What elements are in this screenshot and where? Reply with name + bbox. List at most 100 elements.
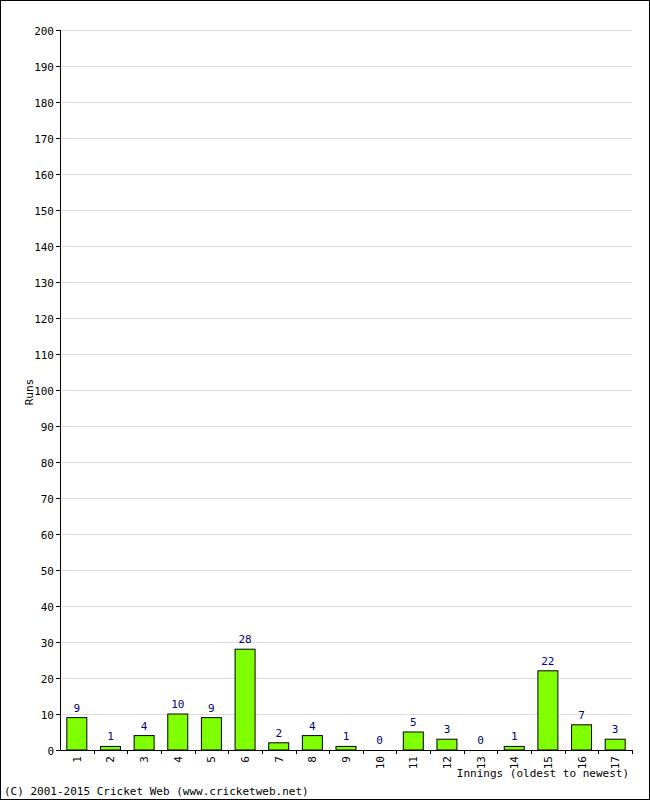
x-tick-label: 7 [273,756,286,763]
x-tick [161,750,162,754]
grid-line [60,750,632,751]
x-tick [94,750,95,754]
grid-line [60,174,632,175]
x-tick-label: 3 [138,756,151,763]
bar [235,649,255,750]
data-label: 0 [376,734,383,747]
bar [572,725,592,750]
bar [370,750,390,751]
y-tick-label: 60 [41,529,54,542]
x-axis [60,750,632,751]
x-tick-label: 1 [71,756,84,763]
y-tick [56,570,60,571]
grid-line [60,390,632,391]
y-tick-label: 70 [41,493,54,506]
grid-line [60,66,632,67]
y-tick [56,678,60,679]
x-tick-label: 2 [104,756,117,763]
bar [403,732,423,750]
bar [67,718,87,750]
data-label: 28 [238,633,251,646]
x-tick-label: 6 [239,756,252,763]
x-tick [228,750,229,754]
x-tick [396,750,397,754]
x-axis-label: Innings (oldest to newest) [457,767,629,780]
chart: 0102030405060708090100110120130140150160… [0,0,650,800]
y-tick-label: 120 [34,313,54,326]
y-tick-label: 200 [34,25,54,38]
grid-line [60,426,632,427]
y-tick-label: 150 [34,205,54,218]
bars [67,649,625,750]
y-tick-label: 20 [41,673,54,686]
data-label: 7 [578,709,585,722]
grid-line [60,246,632,247]
y-tick-label: 160 [34,169,54,182]
x-tick [565,750,566,754]
grid-line [60,462,632,463]
grid-line [60,102,632,103]
y-tick [56,498,60,499]
x-tick [262,750,263,754]
y-tick-label: 30 [41,637,54,650]
y-tick [56,102,60,103]
x-tick-label: 11 [407,756,420,769]
grid-line [60,534,632,535]
x-tick [632,750,633,754]
data-label: 1 [343,730,350,743]
data-label: 1 [511,730,518,743]
x-tick [531,750,532,754]
bar [605,739,625,750]
bar [134,736,154,750]
grid-line [60,354,632,355]
x-tick [464,750,465,754]
y-tick-label: 50 [41,565,54,578]
data-label: 9 [74,702,81,715]
y-tick [56,210,60,211]
grid-line [60,498,632,499]
x-tick-label: 8 [306,756,319,763]
grid-line [60,606,632,607]
x-tick [296,750,297,754]
data-label: 5 [410,716,417,729]
y-tick [56,246,60,247]
y-tick-label: 170 [34,133,54,146]
grid-line [60,138,632,139]
y-tick [56,534,60,535]
y-tick-label: 180 [34,97,54,110]
y-tick-label: 80 [41,457,54,470]
y-tick-label: 40 [41,601,54,614]
bar [504,746,524,750]
x-tick [363,750,364,754]
x-tick [497,750,498,754]
data-label: 9 [208,702,215,715]
x-tick [430,750,431,754]
y-tick [56,174,60,175]
bar [336,746,356,750]
y-tick [56,462,60,463]
y-tick [56,30,60,31]
y-tick-label: 130 [34,277,54,290]
y-tick [56,642,60,643]
grid-line [60,30,632,31]
y-tick-label: 100 [34,385,54,398]
data-label: 3 [444,723,451,736]
grid-line [60,210,632,211]
y-tick [56,318,60,319]
grid-line [60,642,632,643]
bar [538,671,558,750]
data-label: 2 [275,727,282,740]
grid-line [60,570,632,571]
bar [100,746,120,750]
y-tick [56,282,60,283]
bar [437,739,457,750]
bar [201,718,221,750]
y-tick [56,66,60,67]
data-label: 4 [141,720,148,733]
data-label: 1 [107,730,114,743]
data-label: 10 [171,698,184,711]
x-tick-label: 4 [172,756,185,763]
x-tick-label: 5 [205,756,218,763]
y-tick [56,606,60,607]
grid-line [60,282,632,283]
